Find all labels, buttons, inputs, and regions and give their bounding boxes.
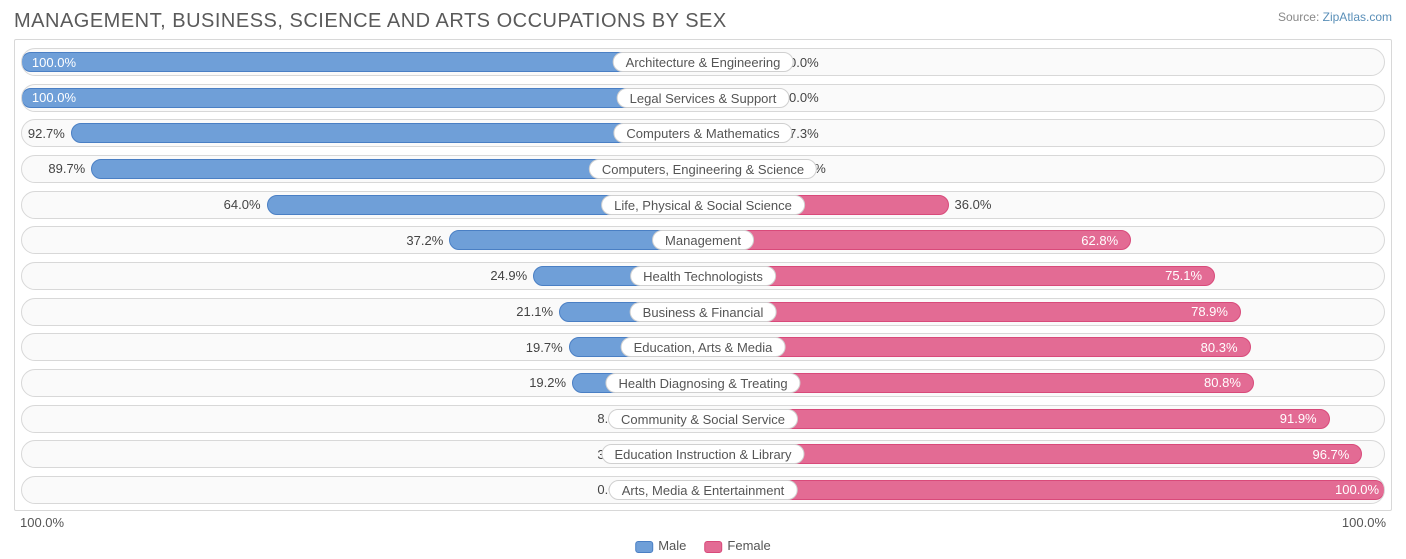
category-label: Community & Social Service <box>608 409 798 429</box>
female-pct-label: 80.3% <box>1201 334 1238 360</box>
category-label: Health Diagnosing & Treating <box>605 373 800 393</box>
category-label: Computers & Mathematics <box>613 123 792 143</box>
category-label: Computers, Engineering & Science <box>589 159 817 179</box>
data-row: 21.1% 78.9% Business & Financial <box>21 298 1385 326</box>
data-row: 100.0% 0.0%Legal Services & Support <box>21 84 1385 112</box>
female-pct-label: 7.3% <box>789 120 819 146</box>
female-bar <box>703 230 1131 250</box>
male-pct-label: 92.7% <box>28 120 65 146</box>
category-label: Legal Services & Support <box>617 88 790 108</box>
male-pct-label: 100.0% <box>32 85 76 111</box>
category-label: Health Technologists <box>630 266 776 286</box>
legend-male-swatch <box>635 541 653 553</box>
male-pct-label: 21.1% <box>516 299 553 325</box>
legend-male: Male <box>635 538 686 553</box>
chart-title: MANAGEMENT, BUSINESS, SCIENCE AND ARTS O… <box>14 10 727 33</box>
female-pct-label: 100.0% <box>1335 477 1379 503</box>
data-row: 19.7% 80.3% Education, Arts & Media <box>21 333 1385 361</box>
male-pct-label: 19.2% <box>529 370 566 396</box>
category-label: Life, Physical & Social Science <box>601 195 805 215</box>
axis-right-label: 100.0% <box>1342 515 1386 530</box>
female-pct-label: 36.0% <box>955 192 992 218</box>
category-label: Business & Financial <box>630 302 777 322</box>
data-row: 64.0% 36.0% Life, Physical & Social Scienc… <box>21 191 1385 219</box>
male-pct-label: 24.9% <box>490 263 527 289</box>
data-row: 3.3%96.7%Education Instruction & Library <box>21 440 1385 468</box>
female-pct-label: 62.8% <box>1081 227 1118 253</box>
data-row: 0.0%100.0%Arts, Media & Entertainment <box>21 476 1385 504</box>
data-row: 100.0% 0.0%Architecture & Engineering <box>21 48 1385 76</box>
female-pct-label: 91.9% <box>1280 406 1317 432</box>
male-bar <box>21 88 703 108</box>
category-label: Education, Arts & Media <box>621 337 786 357</box>
x-axis: 100.0% 100.0% <box>14 515 1392 530</box>
data-row: 19.2% 80.8% Health Diagnosing & Treating <box>21 369 1385 397</box>
female-pct-label: 75.1% <box>1165 263 1202 289</box>
male-bar <box>71 123 703 143</box>
male-pct-label: 37.2% <box>406 227 443 253</box>
female-pct-label: 80.8% <box>1204 370 1241 396</box>
female-pct-label: 0.0% <box>789 85 819 111</box>
source-brand: ZipAtlas.com <box>1323 10 1392 24</box>
data-row: 89.7%10.3%Computers, Engineering & Scien… <box>21 155 1385 183</box>
chart-header: MANAGEMENT, BUSINESS, SCIENCE AND ARTS O… <box>14 10 1392 33</box>
legend-female-swatch <box>704 541 722 553</box>
legend-female-label: Female <box>727 538 770 553</box>
male-bar <box>21 52 703 72</box>
category-label: Arts, Media & Entertainment <box>609 480 798 500</box>
legend-female: Female <box>704 538 770 553</box>
female-pct-label: 0.0% <box>789 49 819 75</box>
male-pct-label: 100.0% <box>32 49 76 75</box>
data-row: 24.9% 75.1% Health Technologists <box>21 262 1385 290</box>
male-pct-label: 19.7% <box>526 334 563 360</box>
female-pct-label: 96.7% <box>1312 441 1349 467</box>
data-row: 8.1%91.9%Community & Social Service <box>21 405 1385 433</box>
category-label: Management <box>652 230 754 250</box>
legend-male-label: Male <box>658 538 686 553</box>
chart-area: 100.0%0.0%Architecture & Engineering100.… <box>14 39 1392 511</box>
legend: Male Female <box>635 538 771 553</box>
data-row: 92.7% 7.3%Computers & Mathematics <box>21 119 1385 147</box>
female-pct-label: 78.9% <box>1191 299 1228 325</box>
data-row: 37.2% 62.8% Management <box>21 226 1385 254</box>
source-prefix: Source: <box>1278 10 1323 24</box>
category-label: Education Instruction & Library <box>601 444 804 464</box>
female-bar <box>703 266 1215 286</box>
female-bar <box>703 480 1385 500</box>
category-label: Architecture & Engineering <box>613 52 794 72</box>
male-pct-label: 89.7% <box>48 156 85 182</box>
male-pct-label: 64.0% <box>224 192 261 218</box>
female-bar <box>703 302 1241 322</box>
chart-source: Source: ZipAtlas.com <box>1278 10 1392 24</box>
axis-left-label: 100.0% <box>20 515 64 530</box>
